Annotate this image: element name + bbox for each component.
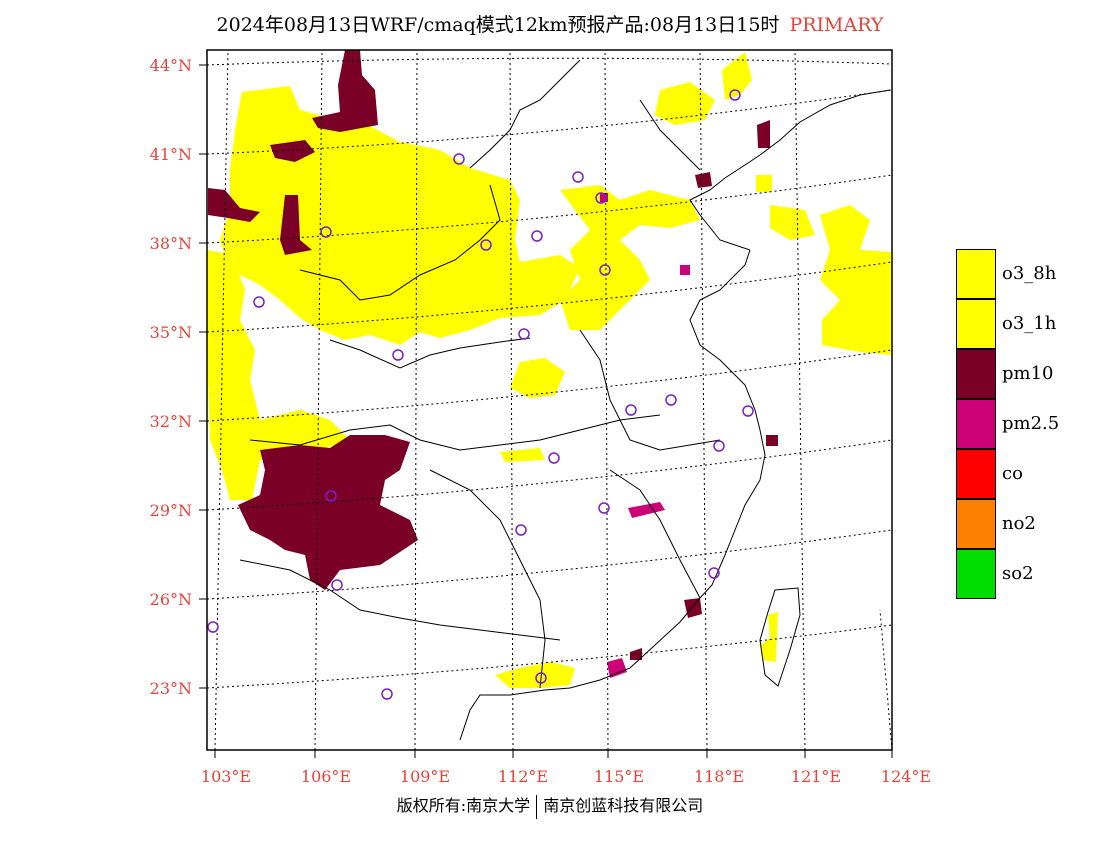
lat-label-41n: 41°N xyxy=(150,145,192,164)
footer-divider xyxy=(536,794,538,819)
legend-label: o3_8h xyxy=(1002,263,1057,284)
legend-swatch xyxy=(956,249,996,299)
legend-swatch xyxy=(956,399,996,449)
lat-label-32n: 32°N xyxy=(150,412,192,431)
legend-item-o3-8h: o3_8h xyxy=(956,249,1096,299)
legend-label: pm2.5 xyxy=(1002,413,1060,434)
lat-label-26n: 26°N xyxy=(150,590,192,609)
title-main: 2024年08月13日WRF/cmaq模式12km预报产品:08月13日15时 xyxy=(216,14,780,36)
lat-label-23n: 23°N xyxy=(150,679,192,698)
legend-item-o3-1h: o3_1h xyxy=(956,299,1096,349)
legend-label: pm10 xyxy=(1002,363,1054,384)
lat-label-35n: 35°N xyxy=(150,323,192,342)
lon-label-103e: 103°E xyxy=(201,767,251,786)
copyright-left: 版权所有:南京大学 xyxy=(396,796,531,815)
axis-ticks xyxy=(199,64,893,758)
lon-label-115e: 115°E xyxy=(594,767,644,786)
legend-swatch xyxy=(956,299,996,349)
legend-swatch xyxy=(956,449,996,499)
legend-item-pm10: pm10 xyxy=(956,349,1096,399)
graticule xyxy=(206,49,893,751)
copyright-footer: 版权所有:南京大学 南京创蓝科技有限公司 xyxy=(0,792,1100,819)
map-frame xyxy=(206,49,893,751)
boundary-lines xyxy=(239,59,891,741)
map-title: 2024年08月13日WRF/cmaq模式12km预报产品:08月13日15时 P… xyxy=(0,10,1100,37)
legend-item-no2: no2 xyxy=(956,499,1096,549)
legend-label: so2 xyxy=(1002,563,1034,584)
legend-swatch xyxy=(956,549,996,599)
title-tag: PRIMARY xyxy=(789,14,884,36)
lon-label-106e: 106°E xyxy=(301,767,351,786)
lat-label-29n: 29°N xyxy=(150,501,192,520)
legend-swatch xyxy=(956,499,996,549)
legend-item-co: co xyxy=(956,449,1096,499)
lon-label-124e: 124°E xyxy=(881,767,931,786)
lon-label-109e: 109°E xyxy=(400,767,450,786)
pollutant-legend: o3_8h o3_1h pm10 pm2.5 co no2 so2 xyxy=(956,249,1096,599)
lon-label-121e: 121°E xyxy=(791,767,841,786)
lat-label-44n: 44°N xyxy=(150,56,192,75)
pm10-areas xyxy=(208,50,778,660)
lon-label-118e: 118°E xyxy=(694,767,744,786)
pm25-areas xyxy=(600,193,690,678)
legend-swatch xyxy=(956,349,996,399)
lon-label-112e: 112°E xyxy=(498,767,548,786)
legend-item-so2: so2 xyxy=(956,549,1096,599)
legend-label: o3_1h xyxy=(1002,313,1057,334)
station-markers xyxy=(207,89,754,700)
copyright-right: 南京创蓝科技有限公司 xyxy=(543,796,704,815)
lat-label-38n: 38°N xyxy=(150,234,192,253)
legend-item-pm25: pm2.5 xyxy=(956,399,1096,449)
legend-label: no2 xyxy=(1002,513,1036,534)
legend-label: co xyxy=(1002,463,1023,484)
